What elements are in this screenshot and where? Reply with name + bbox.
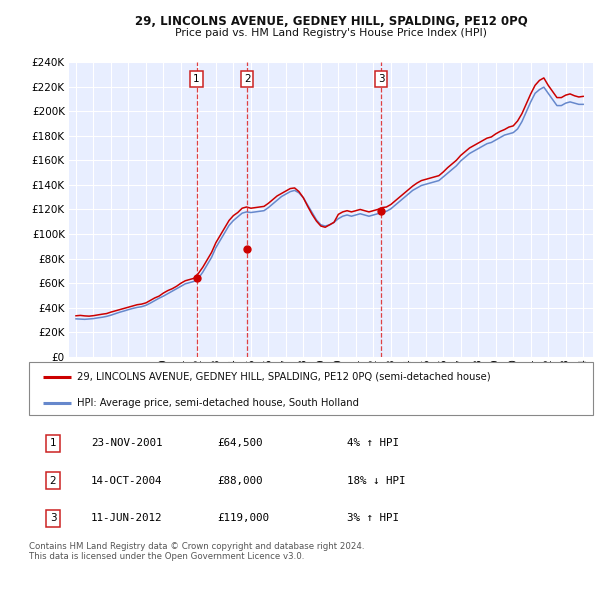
Text: 18% ↓ HPI: 18% ↓ HPI — [347, 476, 406, 486]
Text: £64,500: £64,500 — [218, 438, 263, 448]
Text: 3: 3 — [50, 513, 56, 523]
Text: 23-NOV-2001: 23-NOV-2001 — [91, 438, 163, 448]
Text: 3% ↑ HPI: 3% ↑ HPI — [347, 513, 400, 523]
Text: Price paid vs. HM Land Registry's House Price Index (HPI): Price paid vs. HM Land Registry's House … — [175, 28, 487, 38]
Text: Contains HM Land Registry data © Crown copyright and database right 2024.
This d: Contains HM Land Registry data © Crown c… — [29, 542, 364, 561]
Text: 2: 2 — [244, 74, 250, 84]
Text: 3: 3 — [378, 74, 385, 84]
Text: 29, LINCOLNS AVENUE, GEDNEY HILL, SPALDING, PE12 0PQ (semi-detached house): 29, LINCOLNS AVENUE, GEDNEY HILL, SPALDI… — [77, 372, 490, 382]
Text: £88,000: £88,000 — [218, 476, 263, 486]
Text: 29, LINCOLNS AVENUE, GEDNEY HILL, SPALDING, PE12 0PQ: 29, LINCOLNS AVENUE, GEDNEY HILL, SPALDI… — [135, 15, 527, 28]
Text: 1: 1 — [193, 74, 200, 84]
Text: £119,000: £119,000 — [218, 513, 270, 523]
Text: 2: 2 — [50, 476, 56, 486]
Text: 11-JUN-2012: 11-JUN-2012 — [91, 513, 163, 523]
Text: 14-OCT-2004: 14-OCT-2004 — [91, 476, 163, 486]
Text: HPI: Average price, semi-detached house, South Holland: HPI: Average price, semi-detached house,… — [77, 398, 359, 408]
FancyBboxPatch shape — [29, 362, 593, 415]
Text: 1: 1 — [50, 438, 56, 448]
Text: 4% ↑ HPI: 4% ↑ HPI — [347, 438, 400, 448]
